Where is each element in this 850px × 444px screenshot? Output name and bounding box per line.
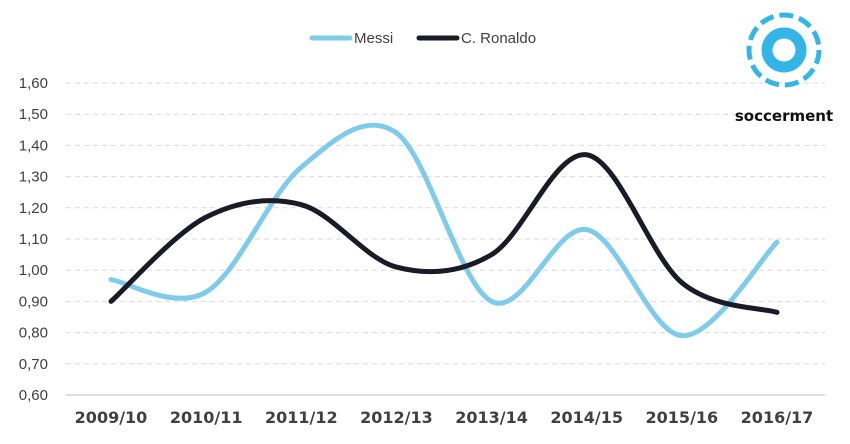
x-category-label: 2010/11 <box>170 408 243 427</box>
x-category-label: 2012/13 <box>360 408 433 427</box>
soccer-ball-logo-icon <box>746 12 822 88</box>
y-tick-label: 1,30 <box>19 169 48 186</box>
x-category-label: 2015/16 <box>646 408 719 427</box>
legend-label-messi: Messi <box>354 30 393 47</box>
y-tick-label: 1,40 <box>19 137 48 154</box>
legend: Messi C. Ronaldo <box>309 30 536 47</box>
series-lines <box>108 122 780 339</box>
y-axis-tick-labels: 0,60 0,70 0,80 0,90 1,00 1,10 1,20 1,30 1,40 1,50… <box>19 75 48 404</box>
series-line-ronaldo <box>108 152 780 315</box>
y-tick-label: 0,90 <box>19 293 48 310</box>
series-line-messi <box>108 122 780 339</box>
y-tick-label: 1,20 <box>19 200 48 217</box>
soccerment-logo: soccerment <box>735 12 833 125</box>
logo-text: soccerment <box>735 107 833 125</box>
y-tick-label: 1,60 <box>19 75 48 92</box>
y-tick-label: 0,80 <box>19 325 48 342</box>
x-axis-category-labels: 2009/10 2010/11 2011/12 2012/13 2013/14 2014/… <box>75 408 814 427</box>
x-category-label: 2013/14 <box>455 408 528 427</box>
legend-label-ronaldo: C. Ronaldo <box>461 30 536 47</box>
x-category-label: 2014/15 <box>550 408 623 427</box>
y-tick-label: 0,70 <box>19 356 48 373</box>
y-tick-label: 1,00 <box>19 262 48 279</box>
gridlines <box>66 82 825 365</box>
x-category-label: 2011/12 <box>265 408 338 427</box>
x-category-label: 2009/10 <box>75 408 148 427</box>
y-tick-label: 1,10 <box>19 231 48 248</box>
y-tick-label: 1,50 <box>19 106 48 123</box>
y-tick-label: 0,60 <box>19 387 48 404</box>
x-category-label: 2016/17 <box>741 408 814 427</box>
